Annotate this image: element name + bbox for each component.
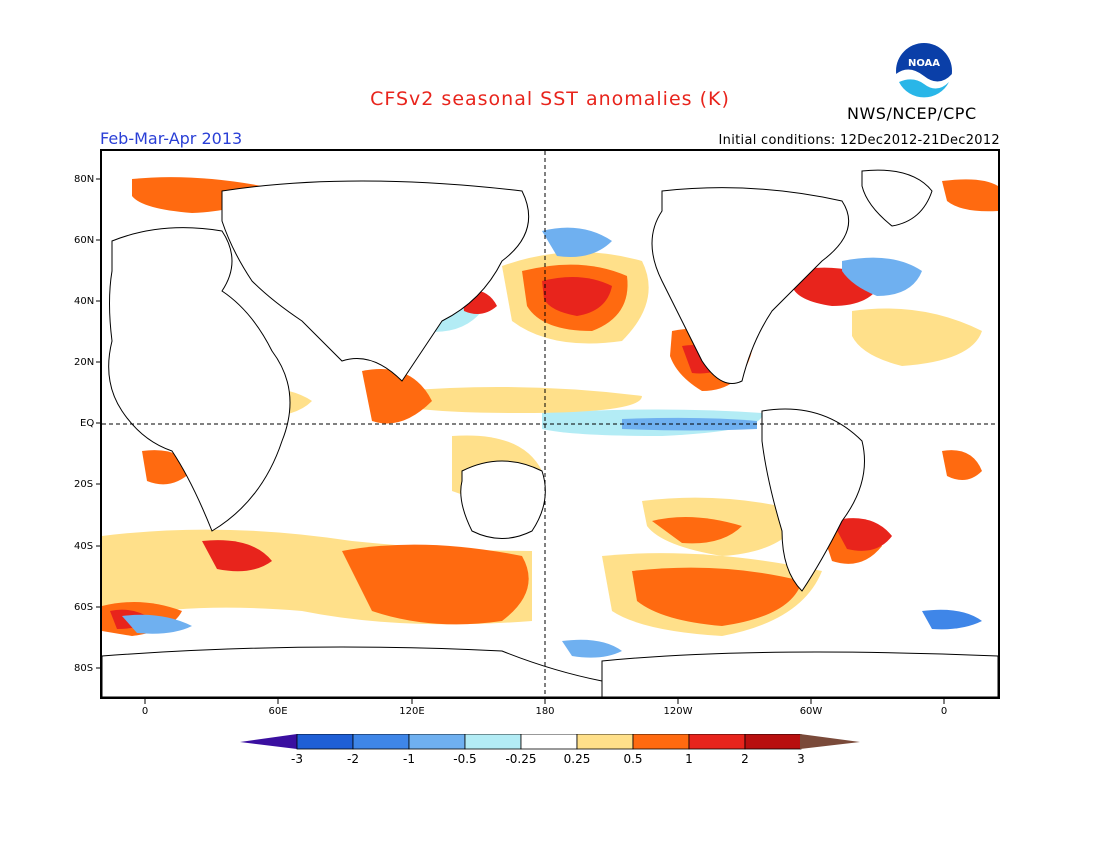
lon-label-0-east: 0 (940, 706, 948, 717)
colorbar-box (744, 734, 802, 750)
lon-label-0: 0 (141, 706, 149, 717)
colorbar-box (632, 734, 690, 750)
colorbar-box (520, 734, 578, 750)
initial-conditions-label: Initial conditions: 12Dec2012-21Dec2012 (718, 133, 1000, 148)
colorbar-arrow-high (800, 734, 860, 749)
colorbar-box (296, 734, 354, 750)
lat-label-80n: 80N (74, 174, 95, 185)
sst-anomaly-map (100, 149, 1000, 699)
noaa-logo: NOAA (895, 42, 953, 104)
colorbar-box (464, 734, 522, 750)
lat-label-40s: 40S (74, 541, 94, 552)
anomaly-fields (102, 177, 998, 658)
colorbar-label-m05: -0.5 (453, 752, 477, 766)
lat-label-60s: 60S (74, 602, 94, 613)
lat-label-40n: 40N (74, 296, 95, 307)
lon-label-120w: 120W (663, 706, 693, 717)
colorbar-label-m1: -1 (403, 752, 415, 766)
agency-label: NWS/NCEP/CPC (847, 104, 977, 123)
colorbar-box (688, 734, 746, 750)
colorbar-arrow-low (240, 734, 297, 749)
colorbar-box (352, 734, 410, 750)
colorbar-label-m025: -0.25 (505, 752, 537, 766)
lon-label-120e: 120E (399, 706, 425, 717)
axis-ticks (96, 178, 945, 704)
period-label: Feb-Mar-Apr 2013 (100, 129, 243, 148)
colorbar-label-p05: 0.5 (623, 752, 643, 766)
lat-label-20n: 20N (74, 357, 95, 368)
colorbar-box (576, 734, 634, 750)
lat-label-20s: 20S (74, 479, 94, 490)
chart-title: CFSv2 seasonal SST anomalies (K) (370, 88, 730, 110)
colorbar-label-m2: -2 (347, 752, 359, 766)
lon-label-60w: 60W (799, 706, 823, 717)
lon-label-180: 180 (535, 706, 555, 717)
continents (102, 169, 998, 697)
colorbar (240, 734, 860, 750)
colorbar-box (408, 734, 466, 750)
lat-label-80s: 80S (74, 663, 94, 674)
lat-label-60n: 60N (74, 235, 95, 246)
lon-label-60e: 60E (268, 706, 288, 717)
colorbar-label-m3: -3 (291, 752, 303, 766)
colorbar-label-p3: 3 (797, 752, 805, 766)
lat-label-eq: EQ (80, 418, 95, 429)
colorbar-label-p1: 1 (685, 752, 693, 766)
colorbar-label-p025: 0.25 (563, 752, 591, 766)
colorbar-label-p2: 2 (741, 752, 749, 766)
logo-text: NOAA (908, 58, 940, 69)
